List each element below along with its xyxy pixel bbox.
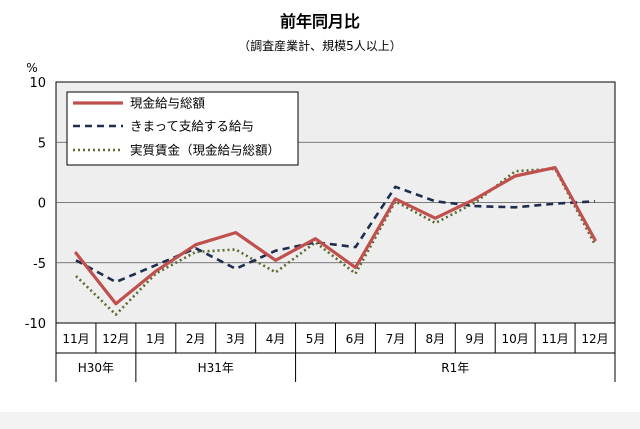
- y-tick-label: 10: [29, 76, 46, 91]
- legend-label-0: 現金給与総額: [130, 96, 206, 111]
- y-tick-label: -10: [25, 317, 46, 332]
- series-line-0: [74, 166, 597, 306]
- category-label: 7月: [386, 332, 406, 346]
- year-group-label: H31年: [198, 361, 234, 375]
- category-label: 12月: [102, 332, 129, 346]
- category-label: 6月: [346, 332, 366, 346]
- category-label: 3月: [226, 332, 246, 346]
- series-line-2: [75, 167, 597, 316]
- chart-subtitle: （調査産業計、規模5人以上）: [238, 38, 402, 53]
- y-tick-label: 5: [38, 136, 46, 151]
- year-group-label: H30年: [78, 361, 114, 375]
- series-line-1: [75, 185, 596, 284]
- category-label: 4月: [266, 332, 286, 346]
- category-label: 2月: [186, 332, 206, 346]
- category-label: 1月: [146, 332, 166, 346]
- category-label: 5月: [306, 332, 326, 346]
- category-label: 10月: [502, 332, 529, 346]
- y-tick-label: -5: [33, 257, 46, 272]
- chart-title: 前年同月比: [280, 12, 360, 31]
- category-label: 12月: [581, 332, 608, 346]
- y-tick-labels: 10 5 0 -5 -10: [25, 76, 46, 332]
- y-tick-label: 0: [38, 197, 46, 212]
- category-label: 8月: [426, 332, 446, 346]
- legend-label-2: 実質賃金（現金給与総額）: [130, 143, 280, 158]
- category-label: 11月: [541, 332, 568, 346]
- category-label: 11月: [62, 332, 89, 346]
- bottom-margin: [0, 412, 640, 429]
- y-axis-unit-label: %: [26, 61, 37, 75]
- legend-label-1: きまって支給する給与: [130, 119, 254, 134]
- legend: 現金給与総額 きまって支給する給与 実質賃金（現金給与総額）: [66, 91, 299, 166]
- category-table: 11月 12月 1月 2月 3月 4月 5月 6月 7月 8月 9月 10月 11月 12月 H30年 H31…: [55, 323, 616, 382]
- category-label: 9月: [465, 332, 485, 346]
- series-lines: [74, 166, 597, 316]
- year-group-label: R1年: [441, 361, 469, 375]
